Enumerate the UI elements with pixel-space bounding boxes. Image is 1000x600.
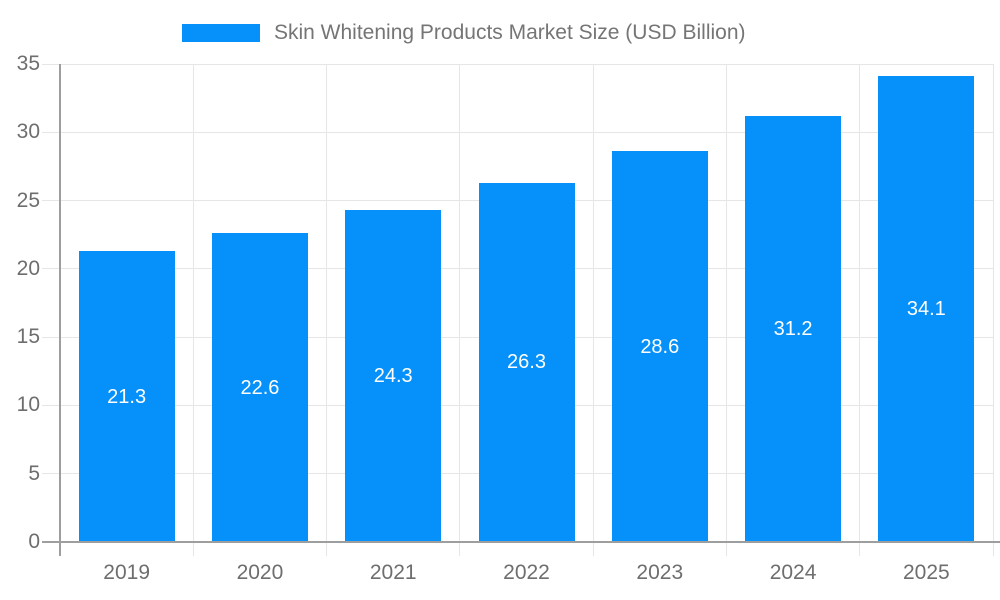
y-axis-label: 5 (28, 461, 40, 485)
bar (478, 182, 575, 542)
bar-value-label: 21.3 (107, 385, 147, 408)
x-axis-label: 2024 (769, 561, 817, 584)
bar (78, 251, 175, 542)
bar (211, 233, 308, 542)
bar-value-label: 34.1 (906, 298, 946, 321)
bar-value-label: 24.3 (373, 365, 413, 388)
x-gridline (992, 64, 994, 556)
bar (878, 76, 975, 542)
bar-value-label: 26.3 (507, 351, 546, 374)
y-axis-label: 0 (28, 530, 40, 553)
bar (745, 115, 842, 542)
legend-label: Skin Whitening Products Market Size (USD… (274, 21, 746, 44)
x-gridline (725, 64, 727, 556)
x-axis-line (42, 541, 1000, 543)
x-axis-label: 2021 (369, 561, 417, 584)
x-gridline (459, 64, 461, 556)
x-gridline (192, 64, 194, 556)
bar-value-label: 28.6 (640, 335, 680, 358)
x-gridline (859, 64, 861, 556)
bar (611, 151, 708, 542)
bar-value-label: 31.2 (773, 317, 813, 340)
y-axis-label: 30 (16, 120, 40, 144)
y-axis-label: 10 (16, 393, 40, 417)
y-axis-line (59, 64, 61, 556)
x-axis-label: 2025 (902, 561, 950, 584)
y-axis-label: 15 (16, 325, 40, 349)
x-axis-label: 2022 (503, 561, 550, 584)
y-gridline (42, 131, 993, 133)
y-axis-label: 35 (16, 52, 40, 75)
x-axis-label: 2020 (236, 561, 284, 584)
bar (345, 210, 442, 542)
y-axis-label: 20 (16, 256, 40, 280)
x-axis-label: 2019 (103, 561, 150, 584)
y-axis-label: 25 (16, 188, 40, 212)
y-gridline (42, 63, 993, 65)
x-gridline (326, 64, 328, 556)
bar-value-label: 22.6 (240, 376, 280, 399)
x-gridline (592, 64, 594, 556)
legend-swatch (182, 24, 260, 42)
x-axis-label: 2023 (636, 561, 684, 584)
chart-legend: Skin Whitening Products Market Size (USD… (182, 21, 746, 44)
